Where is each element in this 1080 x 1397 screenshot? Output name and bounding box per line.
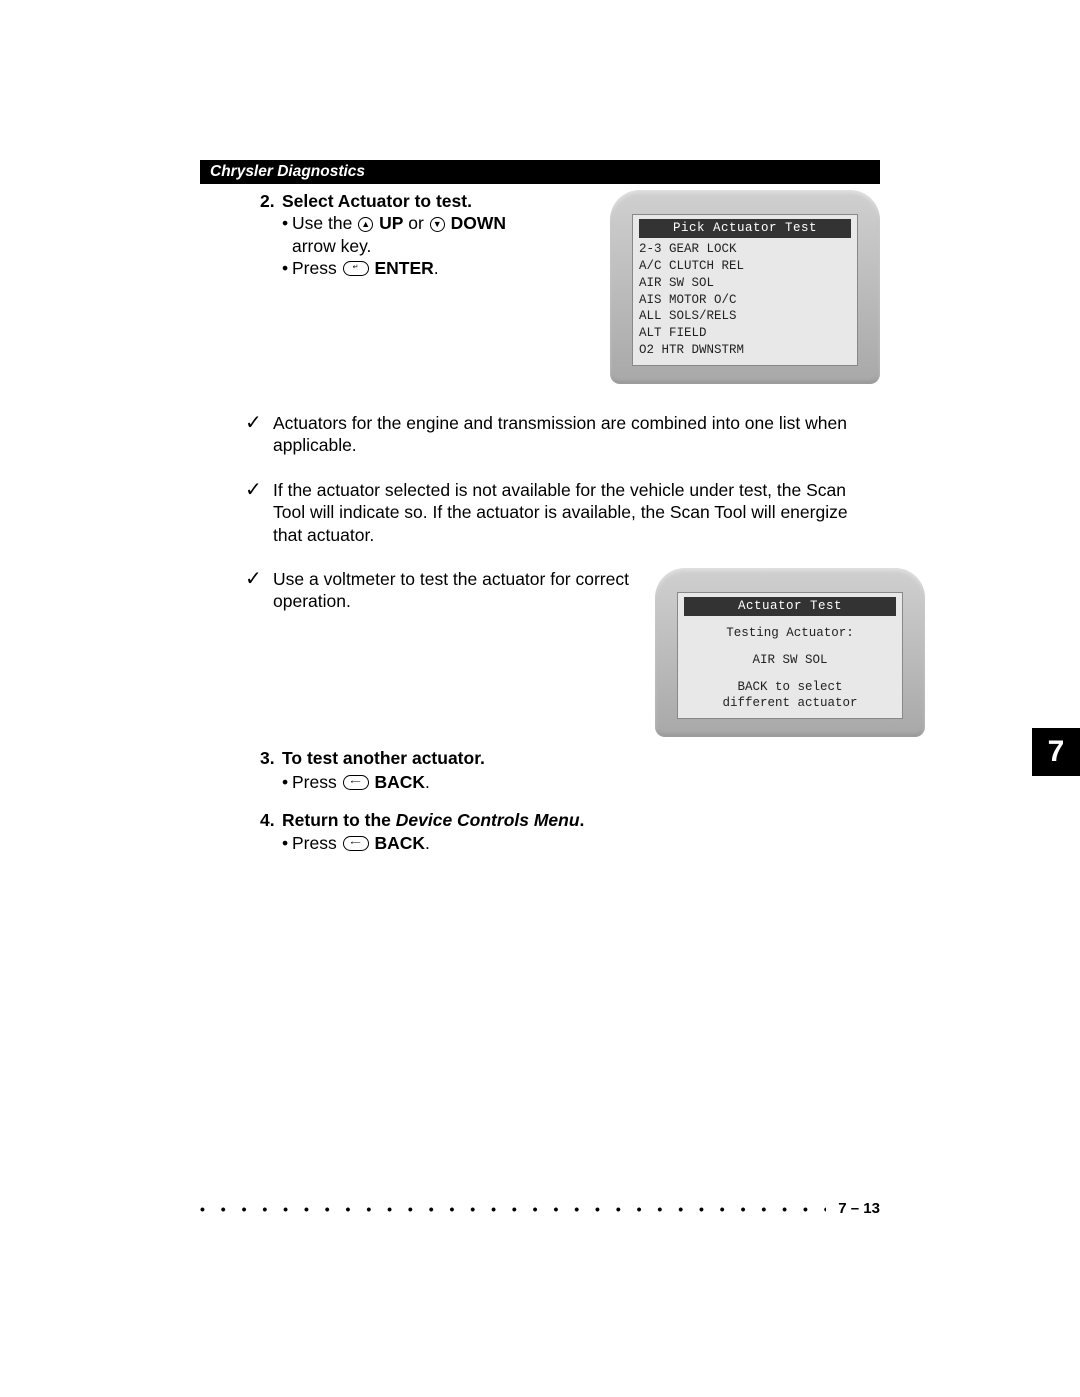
scan-tool-screen-2: Actuator Test Testing Actuator: AIR SW S… bbox=[655, 568, 925, 737]
section-number-tab: 7 bbox=[1032, 728, 1080, 776]
press-text: Press bbox=[292, 772, 342, 792]
page-number: 7 – 13 bbox=[826, 1200, 880, 1217]
screen-1-line: A/C CLUTCH REL bbox=[639, 258, 851, 275]
or-text: or bbox=[408, 213, 428, 233]
period: . bbox=[425, 772, 430, 792]
press-text: Press bbox=[292, 833, 342, 853]
step-2-number: 2. bbox=[260, 190, 282, 212]
step-2-row: 2. Select Actuator to test. • Use the ▲ … bbox=[200, 190, 880, 384]
screen-1-line: O2 HTR DWNSTRM bbox=[639, 342, 851, 359]
footer-dots: • • • • • • • • • • • • • • • • • • • • … bbox=[200, 1201, 826, 1217]
down-arrow-icon: ▼ bbox=[430, 217, 445, 232]
checkmark-icon: ✓ bbox=[245, 479, 273, 500]
step-4-number: 4. bbox=[260, 809, 282, 833]
back-button-icon: ⟵ bbox=[343, 775, 369, 790]
check-item-2: ✓ If the actuator selected is not availa… bbox=[200, 479, 880, 546]
check-item-3-row: ✓ Use a voltmeter to test the actuator f… bbox=[200, 568, 880, 737]
screen-2-line: BACK to select bbox=[684, 679, 896, 696]
check-3-text: Use a voltmeter to test the actuator for… bbox=[273, 568, 635, 613]
bullet: • bbox=[282, 832, 292, 856]
checkmark-icon: ✓ bbox=[245, 412, 273, 433]
chapter-header: Chrysler Diagnostics bbox=[200, 160, 880, 184]
screen-1-line: ALT FIELD bbox=[639, 325, 851, 342]
period: . bbox=[434, 258, 439, 278]
screen-2-line: Testing Actuator: bbox=[684, 625, 896, 642]
up-arrow-icon: ▲ bbox=[358, 217, 373, 232]
step-3-number: 3. bbox=[260, 747, 282, 771]
down-label: DOWN bbox=[451, 213, 506, 233]
scan-tool-screen-1: Pick Actuator Test 2-3 GEAR LOCK A/C CLU… bbox=[610, 190, 880, 384]
body: 2. Select Actuator to test. • Use the ▲ … bbox=[200, 184, 880, 856]
bullet: • bbox=[282, 257, 292, 279]
bullet: • bbox=[282, 212, 292, 234]
screen-1-title: Pick Actuator Test bbox=[639, 219, 851, 238]
checkmark-icon: ✓ bbox=[245, 568, 273, 613]
screen-2-line: AIR SW SOL bbox=[684, 652, 896, 669]
page-footer: • • • • • • • • • • • • • • • • • • • • … bbox=[200, 1200, 880, 1217]
step-2-text: 2. Select Actuator to test. • Use the ▲ … bbox=[200, 190, 590, 280]
enter-label: ENTER bbox=[374, 258, 433, 278]
lower-steps: 3. To test another actuator. • Press ⟵ B… bbox=[200, 747, 880, 856]
screen-1-line: AIS MOTOR O/C bbox=[639, 292, 851, 309]
back-label: BACK bbox=[374, 772, 425, 792]
page-content: Chrysler Diagnostics 2. Select Actuator … bbox=[200, 160, 880, 856]
device-controls-menu: Device Controls Menu bbox=[396, 810, 580, 830]
screen-1-line: AIR SW SOL bbox=[639, 275, 851, 292]
screen-2-line: different actuator bbox=[684, 695, 896, 712]
back-button-icon: ⟵ bbox=[343, 836, 369, 851]
step-4-return: Return to the bbox=[282, 810, 396, 830]
press-text: Press bbox=[292, 258, 342, 278]
up-label: UP bbox=[379, 213, 403, 233]
check-1-text: Actuators for the engine and transmissio… bbox=[273, 412, 880, 457]
screen-2-title: Actuator Test bbox=[684, 597, 896, 616]
enter-button-icon: ↵ bbox=[343, 261, 369, 276]
period: . bbox=[425, 833, 430, 853]
back-label: BACK bbox=[374, 833, 425, 853]
screen-1-wrap: Pick Actuator Test 2-3 GEAR LOCK A/C CLU… bbox=[610, 190, 880, 384]
screen-1-line: 2-3 GEAR LOCK bbox=[639, 241, 851, 258]
bullet: • bbox=[282, 771, 292, 795]
check-list: ✓ Actuators for the engine and transmiss… bbox=[200, 412, 880, 737]
period: . bbox=[580, 810, 585, 830]
screen-2-wrap: Actuator Test Testing Actuator: AIR SW S… bbox=[655, 568, 925, 737]
step-2-title: Select Actuator to test. bbox=[282, 190, 472, 212]
screen-1-line: ALL SOLS/RELS bbox=[639, 308, 851, 325]
use-the-text: Use the bbox=[292, 213, 357, 233]
check-item-1: ✓ Actuators for the engine and transmiss… bbox=[200, 412, 880, 457]
check-2-text: If the actuator selected is not availabl… bbox=[273, 479, 880, 546]
arrow-key-text: arrow key. bbox=[292, 235, 371, 257]
step-3-title: To test another actuator. bbox=[282, 747, 485, 771]
